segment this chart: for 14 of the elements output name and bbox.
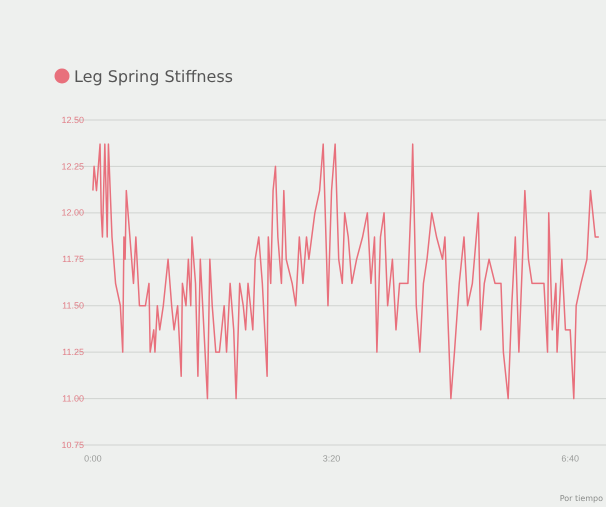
y-tick-label: 10.75 <box>61 440 84 450</box>
x-tick-label: 6:40 <box>561 453 579 464</box>
x-tick-label: 0:00 <box>84 453 102 464</box>
legend-label: Leg Spring Stiffness <box>74 67 233 86</box>
y-tick-label: 11.50 <box>62 300 84 311</box>
y-tick-label: 11.25 <box>62 347 84 358</box>
y-tick-label: 12.00 <box>61 208 84 218</box>
y-tick-label: 11.75 <box>62 254 84 264</box>
text: Por tiempo <box>560 494 604 503</box>
line-series <box>92 143 600 400</box>
y-tick-label: 11.00 <box>62 393 84 404</box>
y-tick-label: 12.50 <box>61 114 84 125</box>
x-tick-label: 3:20 <box>322 453 340 464</box>
y-tick-label: 12.25 <box>61 161 84 172</box>
